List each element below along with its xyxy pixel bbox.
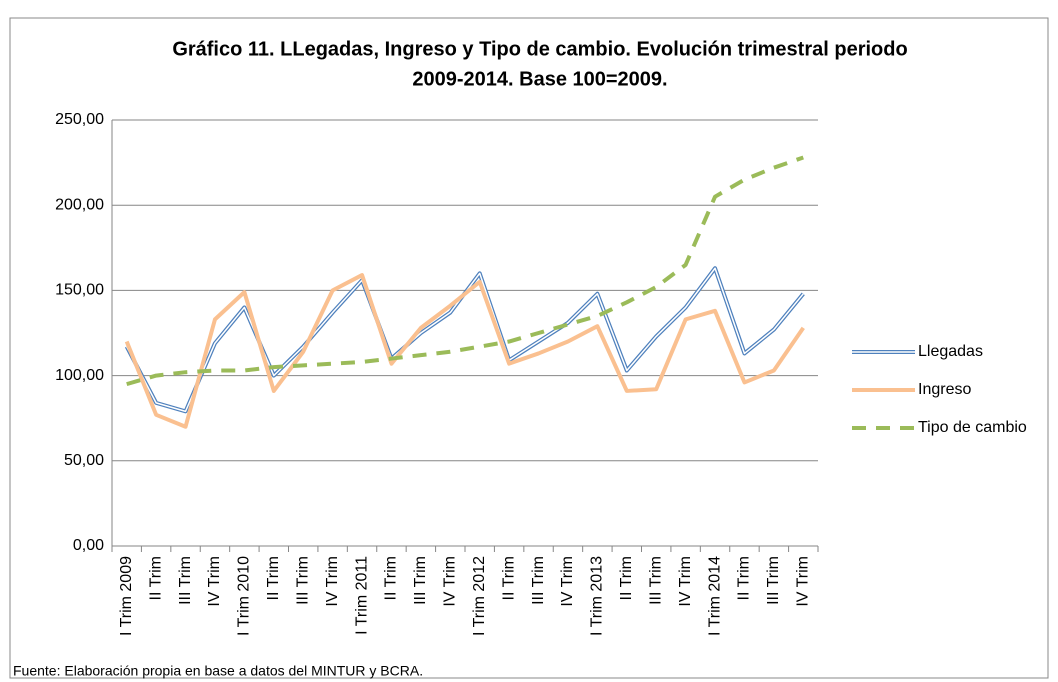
y-tick-label: 250,00: [55, 111, 104, 128]
x-tick-label: II Trim: [265, 556, 282, 600]
x-tick-label: I Trim 2011: [353, 556, 370, 635]
chart-title: Gráfico 11. LLegadas, Ingreso y Tipo de …: [172, 38, 907, 60]
x-tick-label: II Trim: [500, 556, 517, 600]
x-tick-label: II Trim: [147, 556, 164, 600]
x-tick-label: II Trim: [736, 556, 753, 600]
x-tick-label: I Trim 2010: [236, 556, 253, 636]
x-tick-label: III Trim: [647, 556, 664, 605]
legend-label: Llegadas: [918, 343, 983, 360]
series-line: [126, 155, 804, 387]
x-tick-label: IV Trim: [559, 556, 576, 607]
y-tick-label: 0,00: [73, 537, 104, 554]
y-tick-label: 200,00: [55, 196, 104, 213]
x-tick-label: IV Trim: [324, 556, 341, 607]
legend-label: Ingreso: [918, 381, 971, 398]
x-tick-label: III Trim: [412, 556, 429, 605]
source-note: Fuente: Elaboración propia en base a dat…: [13, 663, 423, 679]
y-tick-label: 100,00: [55, 367, 104, 384]
series-line: [124, 273, 805, 429]
x-tick-label: III Trim: [294, 556, 311, 605]
x-tick-label: II Trim: [383, 556, 400, 600]
y-tick-label: 50,00: [64, 452, 104, 469]
x-tick-label: I Trim 2014: [706, 556, 723, 636]
x-tick-label: IV Trim: [206, 556, 223, 607]
x-tick-label: IV Trim: [677, 556, 694, 607]
x-tick-label: III Trim: [530, 556, 547, 605]
x-tick-label: IV Trim: [795, 556, 812, 607]
chart-title: 2009-2014. Base 100=2009.: [412, 68, 667, 90]
x-tick-label: III Trim: [765, 556, 782, 605]
x-tick-label: III Trim: [177, 556, 194, 605]
x-tick-label: I Trim 2013: [589, 556, 606, 636]
x-tick-label: IV Trim: [442, 556, 459, 607]
legend-label: Tipo de cambio: [918, 419, 1027, 436]
x-tick-label: I Trim 2012: [471, 556, 488, 636]
x-tick-label: I Trim 2009: [118, 556, 135, 636]
y-tick-label: 150,00: [55, 282, 104, 299]
x-tick-label: II Trim: [618, 556, 635, 600]
